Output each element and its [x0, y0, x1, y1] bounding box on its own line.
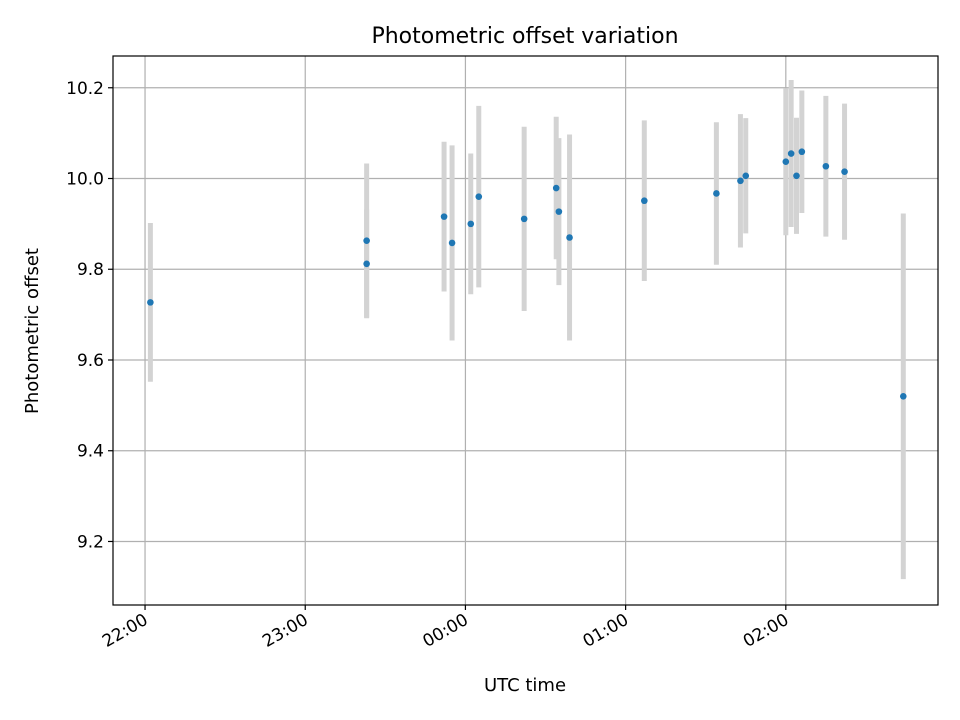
- data-point: [822, 162, 830, 170]
- data-point: [440, 213, 448, 220]
- y-axis-label: Photometric offset: [22, 248, 43, 414]
- y-tick-label: 10.2: [66, 79, 104, 99]
- data-point: [566, 234, 573, 241]
- data-point: [520, 215, 528, 223]
- data-points: [147, 148, 907, 400]
- data-point: [737, 177, 744, 185]
- data-point: [475, 193, 483, 200]
- data-point: [552, 184, 560, 192]
- chart-title: Photometric offset variation: [371, 24, 678, 49]
- data-point: [448, 239, 456, 247]
- data-point: [787, 150, 795, 157]
- data-point: [147, 299, 154, 306]
- data-point: [467, 220, 475, 228]
- data-point: [742, 172, 750, 180]
- y-tick-label: 9.4: [77, 442, 104, 462]
- data-point: [641, 197, 648, 205]
- x-axis-label: UTC time: [484, 675, 566, 696]
- data-point: [363, 237, 370, 244]
- data-point: [782, 158, 790, 166]
- data-point: [798, 148, 806, 156]
- data-point: [363, 260, 370, 268]
- data-point: [713, 190, 720, 197]
- data-point: [555, 208, 563, 215]
- y-tick-label: 9.2: [77, 532, 104, 552]
- data-point: [793, 172, 800, 180]
- y-tick-label: 9.6: [77, 351, 104, 371]
- plot-frame: [112, 55, 939, 606]
- data-point: [899, 392, 907, 400]
- y-axis-ticks: 9.2 9.4 9.6 9.8 10.0 10.2: [66, 79, 113, 552]
- y-tick-label: 9.8: [77, 260, 104, 280]
- data-point: [841, 168, 848, 175]
- y-tick-label: 10.0: [66, 170, 104, 190]
